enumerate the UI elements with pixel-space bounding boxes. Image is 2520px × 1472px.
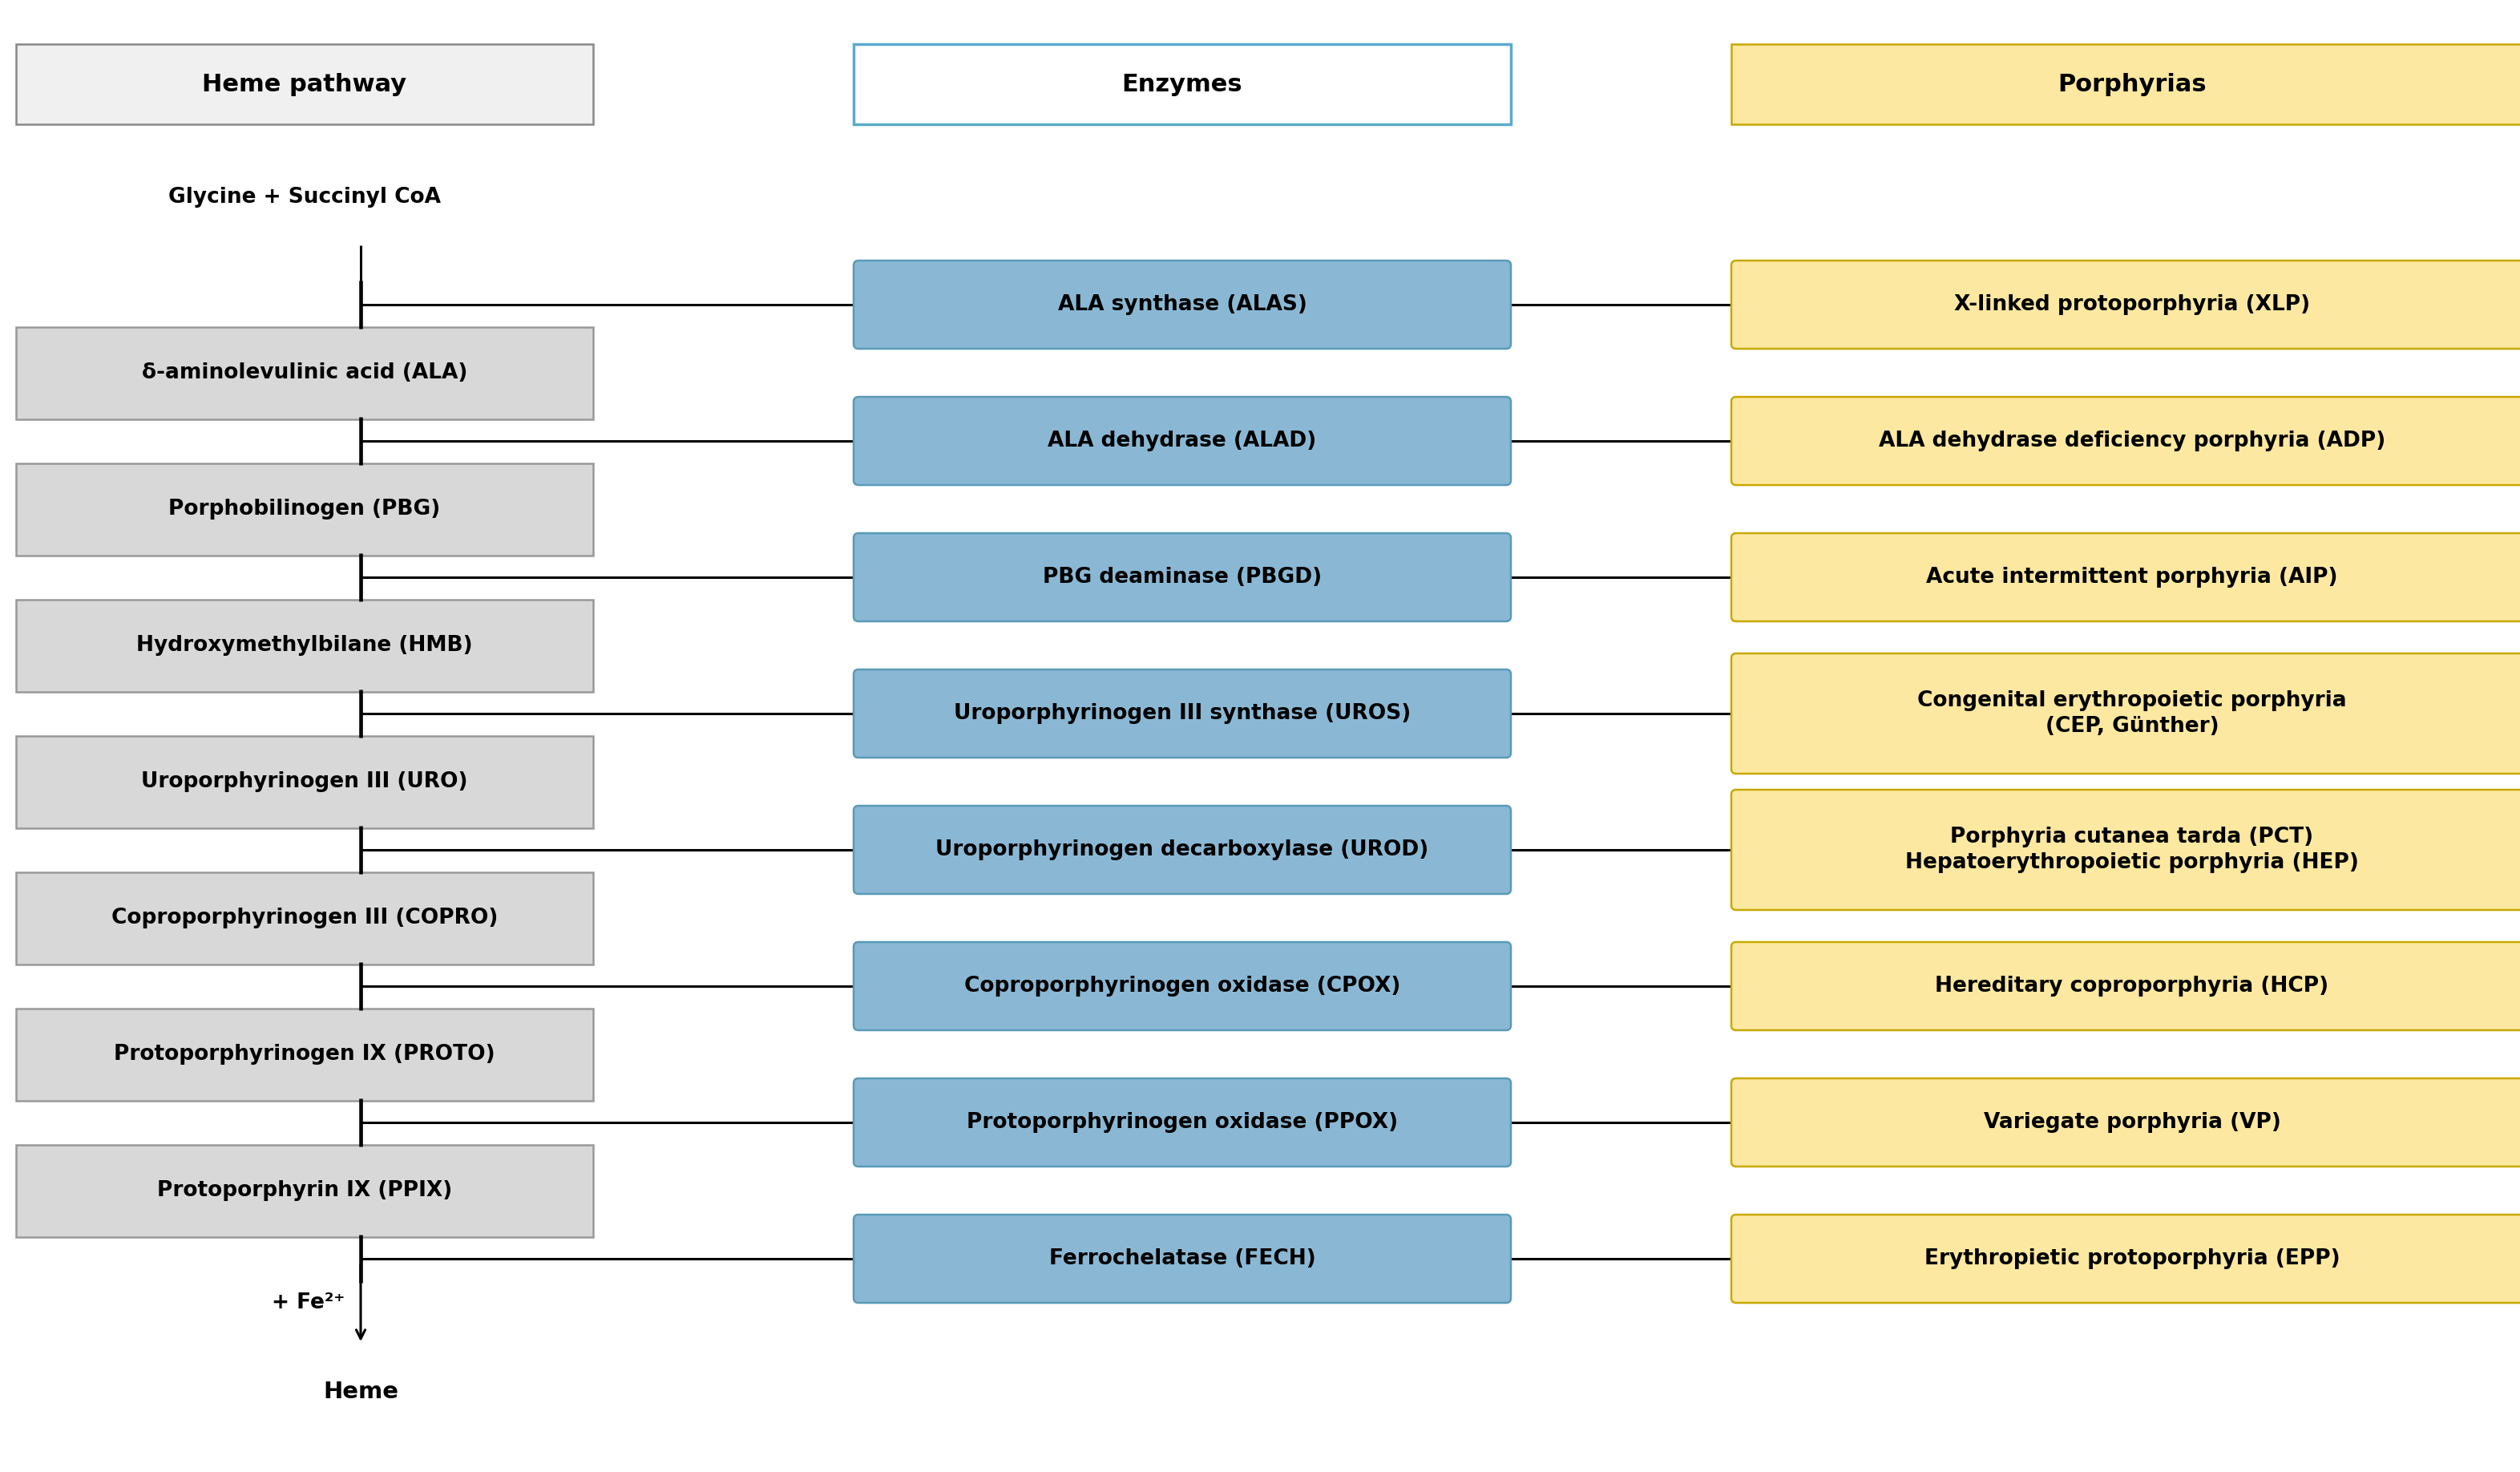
Text: Erythropietic protoporphyria (EPP): Erythropietic protoporphyria (EPP) (1925, 1248, 2341, 1269)
Text: Coproporphyrinogen III (COPRO): Coproporphyrinogen III (COPRO) (111, 908, 499, 929)
Bar (15, 1145, 592, 1236)
FancyBboxPatch shape (854, 1079, 1512, 1166)
Text: Hereditary coproporphyria (HCP): Hereditary coproporphyria (HCP) (1935, 976, 2328, 997)
Text: Heme pathway: Heme pathway (202, 72, 406, 96)
Text: Acute intermittent porphyria (AIP): Acute intermittent porphyria (AIP) (1925, 567, 2339, 587)
Text: Enzymes: Enzymes (1121, 72, 1242, 96)
Text: Uroporphyrinogen III (URO): Uroporphyrinogen III (URO) (141, 771, 469, 792)
FancyBboxPatch shape (1731, 1079, 2520, 1166)
Text: Protoporphyrinogen IX (PROTO): Protoporphyrinogen IX (PROTO) (113, 1044, 496, 1064)
Text: Uroporphyrinogen decarboxylase (UROD): Uroporphyrinogen decarboxylase (UROD) (935, 839, 1429, 860)
Text: Congenital erythropoietic porphyria
(CEP, Günther): Congenital erythropoietic porphyria (CEP… (1918, 690, 2346, 737)
Text: X-linked protoporphyria (XLP): X-linked protoporphyria (XLP) (1953, 294, 2311, 315)
Bar (15, 736, 592, 827)
Text: Variegate porphyria (VP): Variegate porphyria (VP) (1983, 1111, 2281, 1133)
FancyBboxPatch shape (854, 261, 1512, 349)
Bar (1731, 44, 2520, 124)
Bar (15, 327, 592, 420)
Text: Hydroxymethylbilane (HMB): Hydroxymethylbilane (HMB) (136, 634, 474, 657)
Text: Porphobilinogen (PBG): Porphobilinogen (PBG) (169, 499, 441, 520)
Text: Ferrochelatase (FECH): Ferrochelatase (FECH) (1048, 1248, 1315, 1269)
Bar (854, 44, 1512, 124)
Text: Heme: Heme (323, 1381, 398, 1403)
Bar (15, 1008, 592, 1101)
FancyBboxPatch shape (854, 670, 1512, 758)
Bar (15, 599, 592, 692)
FancyBboxPatch shape (854, 533, 1512, 621)
FancyBboxPatch shape (854, 397, 1512, 486)
FancyBboxPatch shape (1731, 397, 2520, 486)
FancyBboxPatch shape (1731, 533, 2520, 621)
FancyBboxPatch shape (1731, 654, 2520, 774)
Text: Coproporphyrinogen oxidase (CPOX): Coproporphyrinogen oxidase (CPOX) (965, 976, 1401, 997)
Text: Porphyria cutanea tarda (PCT)
Hepatoerythropoietic porphyria (HEP): Porphyria cutanea tarda (PCT) Hepatoeryt… (1905, 827, 2359, 873)
Bar (15, 464, 592, 555)
FancyBboxPatch shape (1731, 1214, 2520, 1303)
FancyBboxPatch shape (854, 942, 1512, 1030)
Bar (15, 871, 592, 964)
FancyBboxPatch shape (854, 805, 1512, 894)
Text: Protoporphyrinogen oxidase (PPOX): Protoporphyrinogen oxidase (PPOX) (968, 1111, 1399, 1133)
Text: + Fe²⁺: + Fe²⁺ (272, 1292, 345, 1313)
Text: Uroporphyrinogen III synthase (UROS): Uroporphyrinogen III synthase (UROS) (953, 704, 1411, 724)
Text: Porphyrias: Porphyrias (2059, 72, 2208, 96)
Text: ALA dehydrase (ALAD): ALA dehydrase (ALAD) (1048, 430, 1315, 452)
FancyBboxPatch shape (1731, 789, 2520, 910)
FancyBboxPatch shape (1731, 261, 2520, 349)
Text: Protoporphyrin IX (PPIX): Protoporphyrin IX (PPIX) (156, 1181, 451, 1201)
Text: ALA dehydrase deficiency porphyria (ADP): ALA dehydrase deficiency porphyria (ADP) (1880, 430, 2386, 452)
Text: δ-aminolevulinic acid (ALA): δ-aminolevulinic acid (ALA) (141, 362, 466, 383)
Text: ALA synthase (ALAS): ALA synthase (ALAS) (1058, 294, 1308, 315)
FancyBboxPatch shape (1731, 942, 2520, 1030)
Bar (15, 44, 592, 124)
Text: Glycine + Succinyl CoA: Glycine + Succinyl CoA (169, 187, 441, 208)
FancyBboxPatch shape (854, 1214, 1512, 1303)
Text: PBG deaminase (PBGD): PBG deaminase (PBGD) (1043, 567, 1323, 587)
